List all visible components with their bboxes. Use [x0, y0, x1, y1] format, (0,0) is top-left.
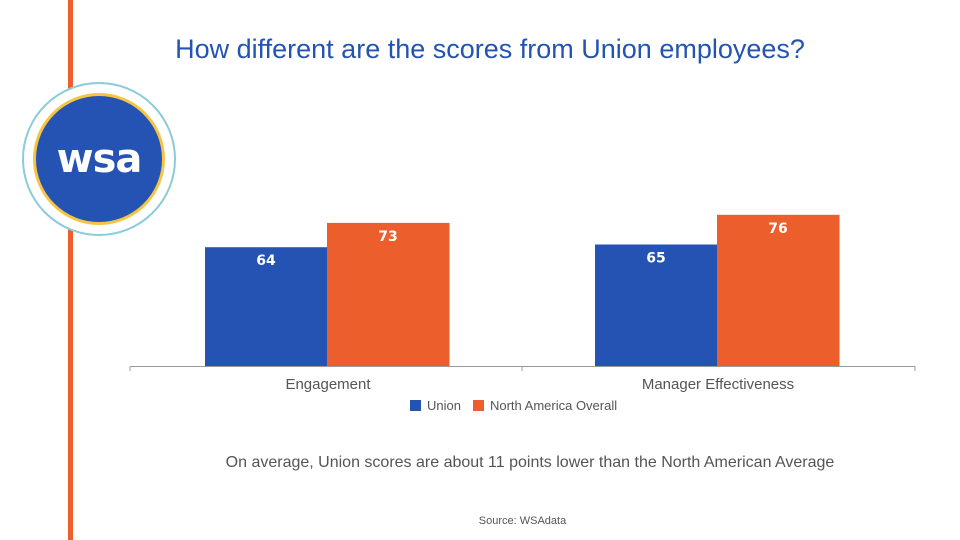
legend: Union North America Overall — [410, 398, 617, 413]
summary-note: On average, Union scores are about 11 po… — [225, 454, 835, 471]
page-title: How different are the scores from Union … — [175, 34, 805, 64]
data-label: 76 — [768, 221, 787, 237]
legend-swatch-union — [410, 400, 421, 411]
bar-north-america-overall-manager-effectiveness — [717, 214, 840, 366]
source-note: Source: WSAdata — [478, 515, 567, 527]
x-axis — [129, 366, 916, 371]
data-label: 65 — [646, 251, 665, 267]
bar-union-manager-effectiveness — [595, 244, 718, 366]
wsa-logo: wsa — [22, 82, 176, 236]
bar-north-america-overall-engagement — [327, 222, 450, 366]
data-label: 73 — [378, 229, 397, 245]
logo-text: wsa — [56, 136, 143, 182]
accent-line — [68, 0, 73, 540]
bar-union-engagement — [205, 247, 328, 366]
category-label-manager-effectiveness: Manager Effectiveness — [641, 376, 795, 393]
legend-label-north-america: North America Overall — [489, 398, 618, 413]
legend-swatch-north-america — [472, 400, 484, 411]
category-label-engagement: Engagement — [285, 376, 371, 393]
data-label: 64 — [256, 253, 276, 269]
legend-label-union: Union — [427, 398, 461, 413]
